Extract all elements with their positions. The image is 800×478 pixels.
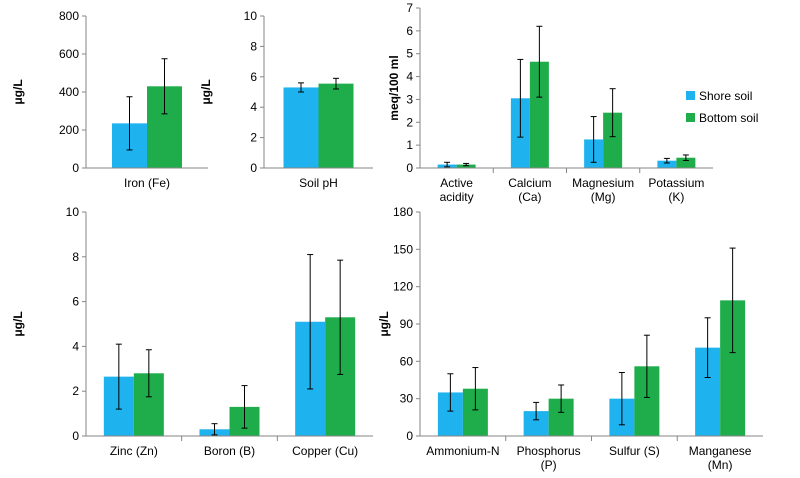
category-label: Phosphorus (P) — [517, 444, 581, 472]
y-tick-label: 8 — [250, 39, 257, 53]
y-axis-title: μg/L — [377, 311, 391, 336]
category-label-line: Active — [440, 176, 473, 190]
y-tick-label: 7 — [406, 1, 413, 15]
category-label-line: Ammonium-N — [426, 444, 499, 458]
y-tick-label: 6 — [406, 24, 413, 38]
y-tick-label: 2 — [72, 384, 79, 398]
y-tick-label: 90 — [400, 317, 414, 331]
category-label: Magnesium (Mg) — [572, 176, 634, 204]
y-tick-label: 10 — [66, 205, 80, 219]
category-label-line: (Mg) — [591, 190, 616, 204]
category-label-line: Manganese — [689, 444, 752, 458]
panel-1: Iron (Fe) 0 200 400 600 800 μg/L — [11, 9, 208, 190]
category-label-line: Copper (Cu) — [292, 444, 358, 458]
category-label-line: (K) — [668, 190, 684, 204]
category-label: Soil pH — [299, 176, 338, 190]
y-tick-label: 60 — [400, 354, 414, 368]
y-axis-title: μg/L — [11, 79, 25, 104]
legend-swatch-shore — [686, 91, 695, 100]
legend: Shore soil Bottom soil — [686, 89, 758, 125]
bar-bottom — [676, 157, 696, 168]
category-label: Calcium (Ca) — [508, 176, 551, 204]
y-axis-title: meq/100 ml — [387, 55, 401, 120]
y-tick-label: 2 — [250, 131, 257, 145]
panel-4: Zinc (Zn) Boron (B) Copper (Cu) 0 2 4 6 8 10 μg/L — [11, 205, 373, 458]
y-tick-label: 600 — [59, 47, 79, 61]
panel-3: Active acidity Calcium (Ca) Magnesium (Mg) Pot… — [387, 1, 713, 204]
category-label-line: (P) — [541, 458, 557, 472]
y-tick-label: 4 — [406, 70, 413, 84]
y-tick-label: 0 — [406, 161, 413, 175]
panel-5: Ammonium-N Phosphorus (P) Sulfur (S) Mangane… — [377, 205, 763, 472]
y-tick-label: 800 — [59, 9, 79, 23]
y-tick-label: 1 — [406, 138, 413, 152]
bar-shore — [657, 160, 677, 168]
legend-label-bottom: Bottom soil — [699, 111, 758, 125]
category-label: Active acidity — [440, 176, 474, 204]
y-tick-label: 6 — [250, 70, 257, 84]
bar-bottom — [318, 83, 354, 168]
category-label: Manganese (Mn) — [689, 444, 752, 472]
y-tick-label: 0 — [72, 161, 79, 175]
legend-label-shore: Shore soil — [699, 89, 752, 103]
y-tick-label: 4 — [250, 100, 257, 114]
category-label-line: Soil pH — [299, 176, 338, 190]
y-tick-label: 180 — [393, 205, 413, 219]
category-label-line: Sulfur (S) — [609, 444, 660, 458]
category-label: Ammonium-N — [426, 444, 499, 458]
category-label-line: Zinc (Zn) — [110, 444, 158, 458]
y-tick-label: 0 — [406, 429, 413, 443]
y-tick-label: 4 — [72, 339, 79, 353]
bar-bottom — [529, 61, 549, 168]
category-label: Copper (Cu) — [292, 444, 358, 458]
bar-bottom — [603, 112, 623, 168]
category-label-line: (Ca) — [518, 190, 541, 204]
panel-2: Soil pH 0 2 4 6 8 10 μg/L — [199, 9, 373, 190]
y-tick-label: 10 — [244, 9, 258, 23]
y-tick-label: 30 — [400, 392, 414, 406]
y-tick-label: 5 — [406, 47, 413, 61]
category-label: Potassium (K) — [648, 176, 704, 204]
category-label: Boron (B) — [204, 444, 255, 458]
y-tick-label: 6 — [72, 295, 79, 309]
category-label: Iron (Fe) — [124, 176, 170, 190]
y-tick-label: 200 — [59, 123, 79, 137]
category-label-line: acidity — [440, 190, 474, 204]
category-label-line: Iron (Fe) — [124, 176, 170, 190]
category-label-line: (Mn) — [708, 458, 733, 472]
category-label-line: Magnesium — [572, 176, 634, 190]
y-tick-label: 150 — [393, 242, 413, 256]
y-tick-label: 3 — [406, 92, 413, 106]
category-label: Sulfur (S) — [609, 444, 660, 458]
category-label-line: Calcium — [508, 176, 551, 190]
category-label-line: Phosphorus — [517, 444, 581, 458]
y-tick-label: 0 — [250, 161, 257, 175]
category-label-line: Boron (B) — [204, 444, 255, 458]
y-axis-title: μg/L — [11, 311, 25, 336]
y-tick-label: 8 — [72, 250, 79, 264]
y-axis-title: μg/L — [199, 79, 213, 104]
category-label-line: Potassium — [648, 176, 704, 190]
y-tick-label: 400 — [59, 85, 79, 99]
legend-swatch-bottom — [686, 113, 695, 122]
y-tick-label: 120 — [393, 280, 413, 294]
bar-bottom — [456, 164, 476, 168]
y-tick-label: 2 — [406, 115, 413, 129]
bar-shore — [283, 87, 319, 168]
y-tick-label: 0 — [72, 429, 79, 443]
category-label: Zinc (Zn) — [110, 444, 158, 458]
